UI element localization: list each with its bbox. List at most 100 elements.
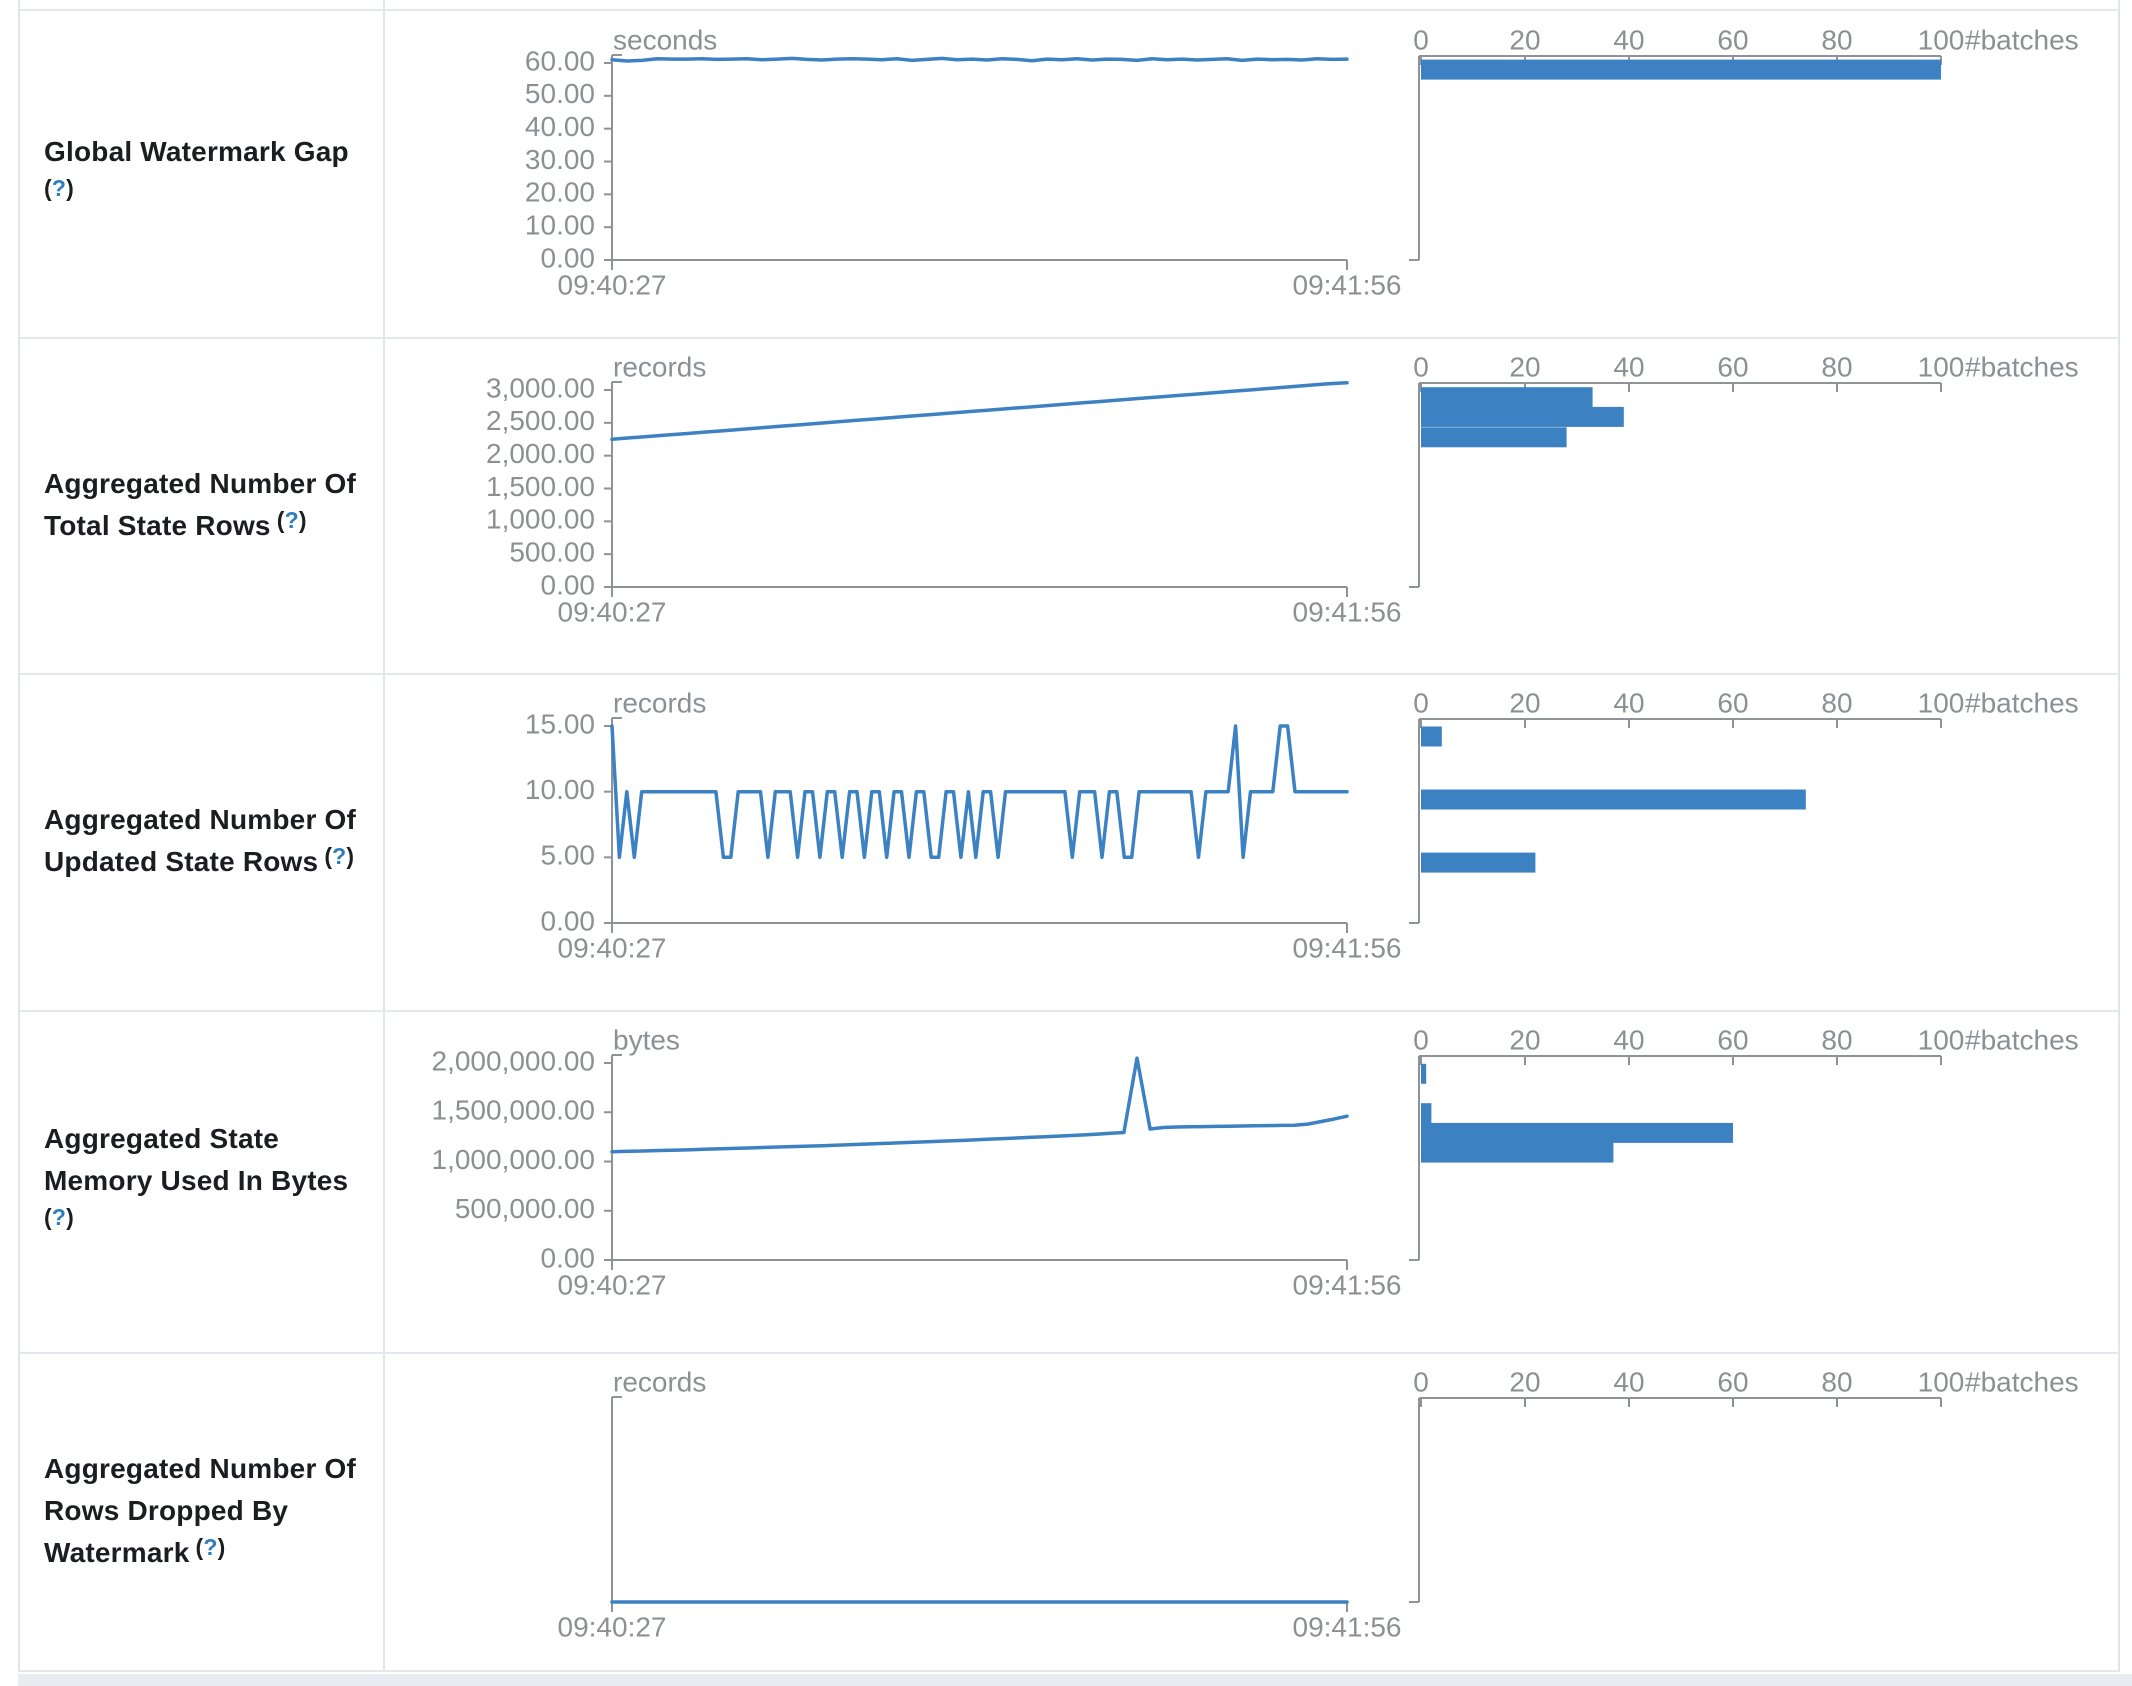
metric-label-global-watermark-gap: Global Watermark Gap (?) xyxy=(20,12,380,335)
table-left-border xyxy=(18,0,20,1672)
y-tick-label: 10.00 xyxy=(525,210,595,241)
histogram-bar xyxy=(1421,59,1941,80)
y-tick-label: 40.00 xyxy=(525,111,595,142)
help-tooltip-link[interactable]: (?) xyxy=(44,1203,74,1230)
x-end-time-label: 09:41:56 xyxy=(1293,932,1402,963)
hist-x-tick-label: 100 xyxy=(1918,687,1965,718)
x-start-time-label: 09:40:27 xyxy=(558,269,667,300)
timeline-chart: records 09:40:27 09:41:56 xyxy=(558,1366,1402,1642)
histogram-chart: 0 20 40 60 80 100 #batches xyxy=(1409,1366,2079,1603)
histogram-bar xyxy=(1421,789,1806,810)
help-tooltip-link[interactable]: (?) xyxy=(195,1533,226,1560)
hist-axis-unit-label: #batches xyxy=(1965,1024,2079,1055)
hist-x-tick-label: 20 xyxy=(1509,1366,1540,1397)
timeline-unit-label: bytes xyxy=(613,1024,680,1055)
row-border xyxy=(18,337,2120,339)
y-tick-label: 500.00 xyxy=(509,537,595,568)
x-end-time-label: 09:41:56 xyxy=(1293,269,1402,300)
y-tick-label: 2,000,000.00 xyxy=(432,1045,596,1076)
histogram-bar xyxy=(1421,406,1624,427)
hist-x-tick-label: 60 xyxy=(1717,24,1748,55)
y-tick-label: 2,500.00 xyxy=(486,405,595,436)
y-tick-label: 1,000,000.00 xyxy=(432,1144,596,1175)
x-start-time-label: 09:40:27 xyxy=(558,932,667,963)
y-tick-label: 1,500,000.00 xyxy=(432,1095,596,1126)
hist-x-tick-label: 40 xyxy=(1613,1366,1644,1397)
hist-axis-unit-label: #batches xyxy=(1965,24,2079,55)
metric-label-line: Global Watermark Gap xyxy=(44,136,349,167)
hist-x-tick-label: 80 xyxy=(1821,24,1852,55)
histogram-chart: 0 20 40 60 80 100 #batches xyxy=(1409,24,2079,261)
hist-x-tick-label: 20 xyxy=(1509,687,1540,718)
metric-row-charts: records 09:40:27 09:41:56 0 20 40 60 80 100 #batc… xyxy=(558,1366,2079,1642)
y-tick-label: 60.00 xyxy=(525,45,595,76)
y-tick-label: 0.00 xyxy=(541,569,596,600)
y-tick-label: 0.00 xyxy=(541,905,596,936)
hist-x-tick-label: 40 xyxy=(1613,351,1644,382)
y-tick-label: 3,000.00 xyxy=(486,372,595,403)
hist-x-tick-label: 40 xyxy=(1613,1024,1644,1055)
y-tick-label: 500,000.00 xyxy=(455,1193,595,1224)
help-question-icon[interactable]: ? xyxy=(51,1203,67,1230)
hist-x-tick-label: 60 xyxy=(1717,1366,1748,1397)
metric-label-line: Rows Dropped By xyxy=(44,1494,289,1526)
help-tooltip-link[interactable]: (?) xyxy=(276,506,307,533)
hist-x-tick-label: 80 xyxy=(1821,1366,1852,1397)
help-question-icon[interactable]: ? xyxy=(284,506,299,533)
hist-x-tick-label: 0 xyxy=(1413,687,1429,718)
x-end-time-label: 09:41:56 xyxy=(1293,1611,1402,1642)
table-right-border xyxy=(2118,0,2120,1672)
metric-label-line: Watermark (?) xyxy=(44,1533,226,1568)
hist-x-tick-label: 0 xyxy=(1413,1024,1429,1055)
histogram-bar xyxy=(1421,852,1536,873)
y-tick-label: 1,000.00 xyxy=(486,504,595,535)
hist-x-tick-label: 100 xyxy=(1918,351,1965,382)
metric-label-line: Aggregated Number Of xyxy=(44,1452,357,1484)
table-bottom-border xyxy=(18,1670,2120,1672)
hist-axis-unit-label: #batches xyxy=(1965,351,2079,382)
x-end-time-label: 09:41:56 xyxy=(1293,596,1402,627)
help-tooltip-link[interactable]: (?) xyxy=(324,843,355,869)
row-border xyxy=(18,1010,2120,1012)
help-question-icon[interactable]: ? xyxy=(332,843,347,869)
hist-x-tick-label: 80 xyxy=(1821,351,1852,382)
timeline-unit-label: seconds xyxy=(613,24,717,55)
histogram-bar xyxy=(1421,387,1593,408)
hist-x-tick-label: 20 xyxy=(1509,1024,1540,1055)
timeline-series-line xyxy=(610,56,1349,63)
metric-row-charts: records 0.00 5.00 10.00 15.00 09:40:27 09:41:5… xyxy=(525,687,2079,963)
y-tick-label: 10.00 xyxy=(525,774,595,805)
histogram-chart: 0 20 40 60 80 100 #batches xyxy=(1409,351,2079,588)
histogram-bar xyxy=(1421,1142,1614,1163)
help-question-icon[interactable]: ? xyxy=(203,1533,218,1560)
metric-label-total-state-rows: Aggregated Number Of Total State Rows (?) xyxy=(20,339,380,671)
hist-axis-unit-label: #batches xyxy=(1965,687,2079,718)
timeline-series-line xyxy=(610,1056,1349,1154)
timeline-chart: records 0.00 5.00 10.00 15.00 09:40:27 09:41:5… xyxy=(525,687,1402,963)
timeline-unit-label: records xyxy=(613,1366,706,1397)
y-tick-label: 2,000.00 xyxy=(486,438,595,469)
help-tooltip-link[interactable]: (?) xyxy=(44,175,74,201)
hist-x-tick-label: 60 xyxy=(1717,351,1748,382)
hist-x-tick-label: 40 xyxy=(1613,687,1644,718)
histogram-bar xyxy=(1421,1063,1427,1084)
hist-x-tick-label: 20 xyxy=(1509,24,1540,55)
timeline-unit-label: records xyxy=(613,351,706,382)
metric-label-line: Total State Rows (?) xyxy=(44,506,307,541)
timeline-chart: records 0.00500.001,000.001,500.002,000.0… xyxy=(486,351,1402,627)
help-question-icon[interactable]: ? xyxy=(51,175,67,201)
hist-x-tick-label: 80 xyxy=(1821,1024,1852,1055)
y-tick-label: 15.00 xyxy=(525,708,595,739)
histogram-chart: 0 20 40 60 80 100 #batches xyxy=(1409,1024,2079,1261)
hist-axis-unit-label: #batches xyxy=(1965,1366,2079,1397)
y-tick-label: 0.00 xyxy=(541,242,596,273)
metric-row-charts: bytes 0.00 500,000.00 1,000,000.00 1,500,000… xyxy=(432,1024,2079,1300)
metric-label-rows-dropped-by-watermark: Aggregated Number Of Rows Dropped By Water… xyxy=(20,1354,380,1668)
hist-x-tick-label: 0 xyxy=(1413,24,1429,55)
page-bottom-band xyxy=(18,1674,2132,1686)
metric-label-line: Aggregated State xyxy=(44,1122,280,1154)
hist-x-tick-label: 40 xyxy=(1613,24,1644,55)
metric-label-line: Memory Used In Bytes xyxy=(44,1164,349,1196)
